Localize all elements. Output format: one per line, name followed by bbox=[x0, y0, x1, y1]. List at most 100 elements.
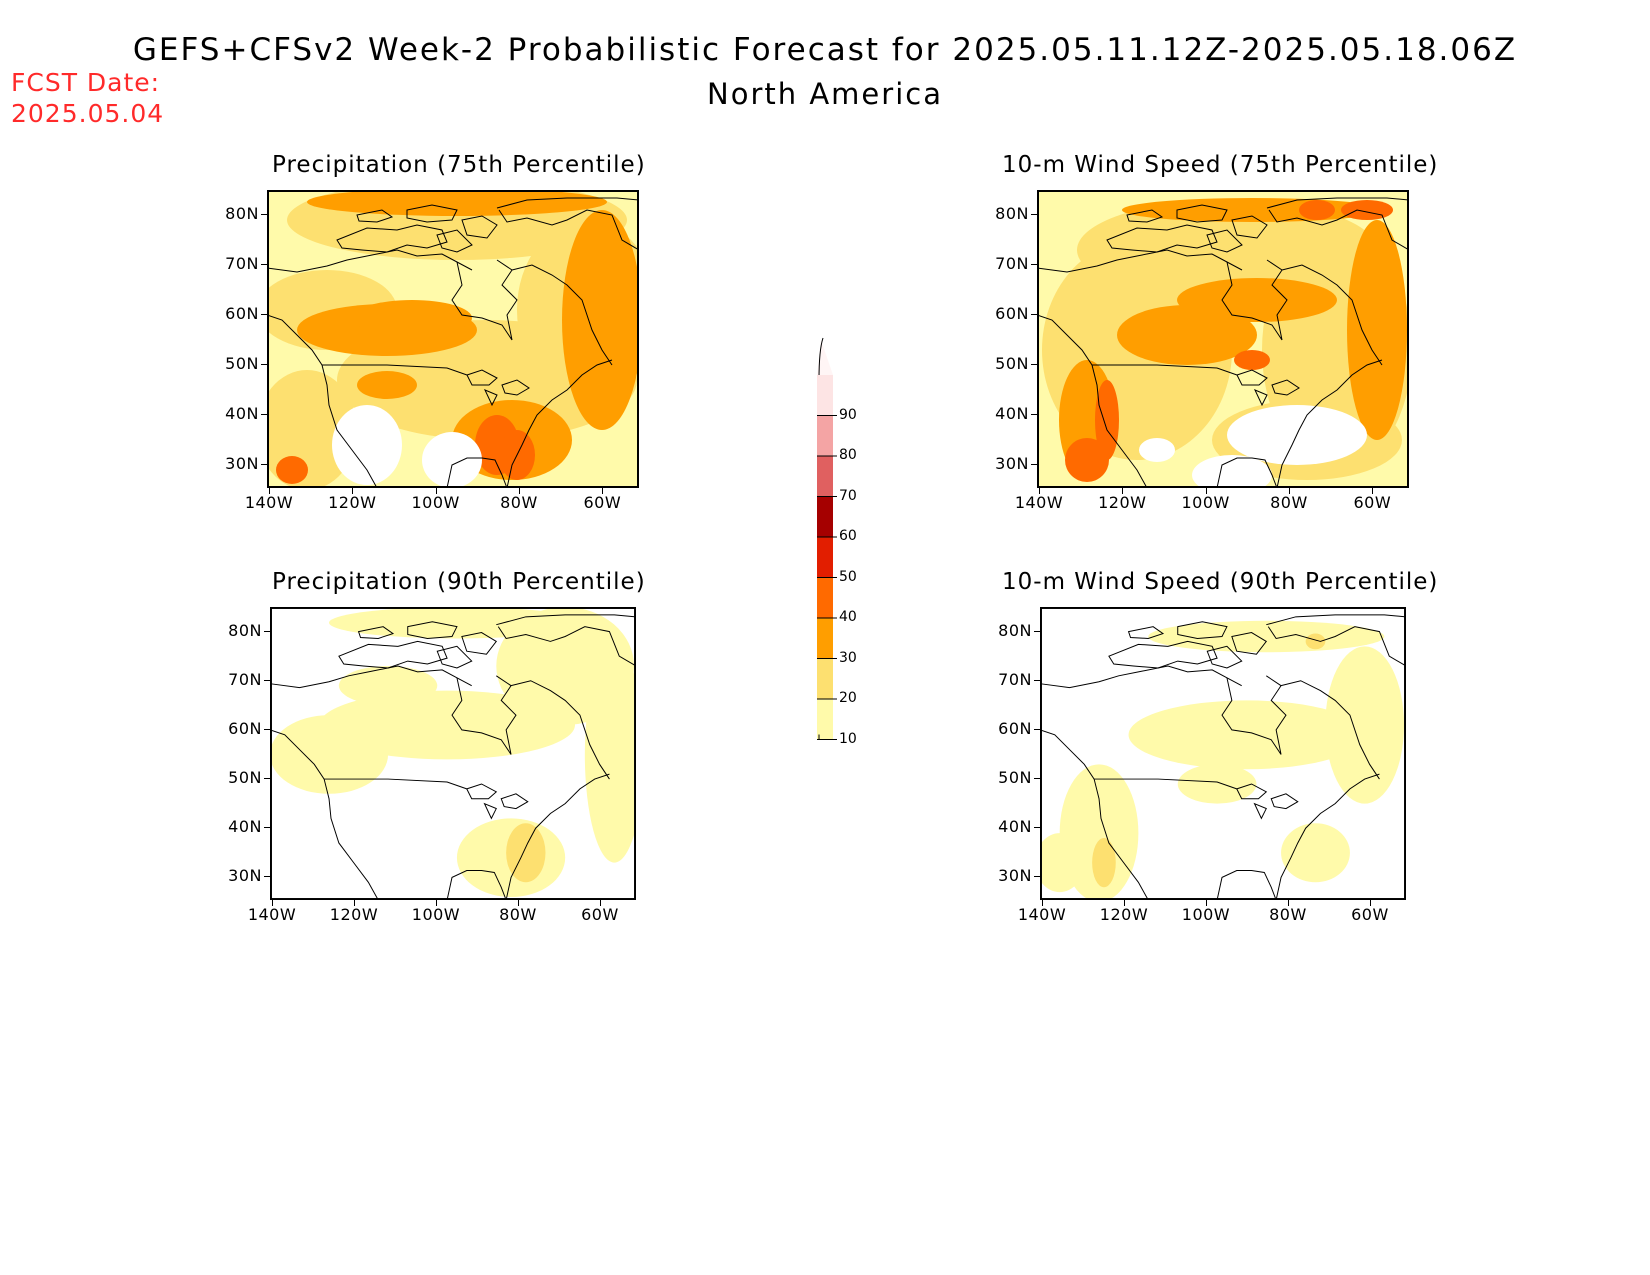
lat-label: 40N bbox=[225, 404, 259, 423]
lon-label: 100W bbox=[411, 905, 461, 924]
colorbar-label: 80 bbox=[839, 447, 857, 463]
lat-tick bbox=[261, 464, 267, 465]
lat-tick bbox=[261, 264, 267, 265]
colorbar-swatch bbox=[817, 699, 833, 740]
lon-label: 120W bbox=[329, 905, 379, 924]
lat-label: 30N bbox=[228, 866, 262, 885]
colorbar-label: 40 bbox=[839, 609, 857, 625]
lat-label: 70N bbox=[228, 670, 262, 689]
lon-tick bbox=[1123, 900, 1125, 906]
lat-label: 30N bbox=[998, 866, 1032, 885]
colorbar-swatch bbox=[817, 658, 833, 699]
forecast-date-value: 2025.05.04 bbox=[11, 99, 165, 128]
lat-tick bbox=[264, 827, 270, 828]
lat-label: 30N bbox=[995, 454, 1029, 473]
lon-tick bbox=[1372, 488, 1374, 494]
lat-label: 60N bbox=[228, 719, 262, 738]
lat-tick bbox=[1031, 264, 1037, 265]
colorbar-swatch bbox=[817, 375, 833, 416]
panel-title-precip90: Precipitation (90th Percentile) bbox=[272, 569, 646, 595]
lon-label: 140W bbox=[247, 905, 297, 924]
colorbar-label: 70 bbox=[839, 487, 857, 504]
colorbar-swatch bbox=[817, 537, 833, 578]
lat-tick bbox=[264, 729, 270, 730]
lat-tick bbox=[264, 876, 270, 877]
lon-label: 100W bbox=[411, 493, 460, 512]
lon-label: 80W bbox=[1270, 493, 1308, 512]
map-precip90 bbox=[270, 607, 636, 900]
lon-tick bbox=[353, 900, 355, 906]
lat-label: 70N bbox=[995, 254, 1029, 273]
lat-label: 30N bbox=[225, 454, 259, 473]
lon-tick bbox=[1287, 900, 1289, 906]
lat-tick bbox=[1034, 778, 1040, 779]
lon-tick bbox=[1288, 488, 1290, 494]
lat-tick bbox=[1031, 364, 1037, 365]
colorbar-swatch bbox=[817, 456, 833, 497]
lon-label: 120W bbox=[1099, 905, 1149, 924]
lon-label: 140W bbox=[1017, 905, 1067, 924]
lon-tick bbox=[272, 900, 273, 906]
lon-tick bbox=[517, 900, 519, 906]
probability-colorbar bbox=[817, 337, 837, 740]
colorbar-label: 20 bbox=[839, 690, 857, 706]
colorbar-label: 30 bbox=[839, 649, 857, 666]
lat-tick bbox=[1031, 464, 1037, 465]
lon-tick bbox=[599, 900, 601, 906]
lon-label: 60W bbox=[1351, 905, 1389, 924]
lon-tick bbox=[269, 488, 270, 494]
lat-tick bbox=[264, 680, 270, 681]
forecast-date-label: FCST Date: bbox=[11, 68, 161, 97]
lon-label: 60W bbox=[1353, 493, 1392, 512]
lat-label: 50N bbox=[995, 354, 1029, 373]
lat-label: 40N bbox=[998, 817, 1032, 836]
map-wind75 bbox=[1037, 190, 1409, 488]
colorbar-label: 60 bbox=[839, 528, 857, 544]
colorbar-swatch bbox=[817, 577, 833, 618]
lon-label: 140W bbox=[1014, 493, 1064, 512]
lat-label: 70N bbox=[225, 254, 259, 273]
lon-label: 100W bbox=[1181, 905, 1231, 924]
lon-tick bbox=[1039, 488, 1040, 494]
lat-tick bbox=[1034, 876, 1040, 877]
lon-label: 80W bbox=[500, 493, 538, 512]
colorbar-swatch bbox=[817, 415, 833, 456]
lat-label: 80N bbox=[995, 204, 1029, 223]
lat-tick bbox=[264, 778, 270, 779]
colorbar-label: 10 bbox=[839, 730, 857, 747]
lat-tick bbox=[264, 631, 270, 632]
lat-label: 50N bbox=[228, 768, 262, 787]
lon-label: 80W bbox=[499, 905, 537, 924]
lat-label: 50N bbox=[225, 354, 259, 373]
lon-tick bbox=[435, 488, 437, 494]
lat-label: 40N bbox=[995, 404, 1029, 423]
lat-label: 60N bbox=[995, 304, 1029, 323]
lat-tick bbox=[261, 214, 267, 215]
lon-tick bbox=[352, 488, 354, 494]
lat-tick bbox=[261, 314, 267, 315]
lat-label: 80N bbox=[225, 204, 259, 223]
lon-label: 120W bbox=[1098, 493, 1147, 512]
lon-label: 140W bbox=[244, 493, 294, 512]
colorbar-label: 50 bbox=[839, 568, 857, 585]
lon-label: 60W bbox=[583, 493, 622, 512]
lat-tick bbox=[1034, 827, 1040, 828]
lon-tick bbox=[518, 488, 520, 494]
lon-label: 100W bbox=[1181, 493, 1230, 512]
lat-tick bbox=[1031, 214, 1037, 215]
lat-label: 70N bbox=[998, 670, 1032, 689]
lon-tick bbox=[1205, 900, 1207, 906]
lon-tick bbox=[602, 488, 604, 494]
lon-label: 60W bbox=[581, 905, 619, 924]
map-precip75 bbox=[267, 190, 639, 488]
map-wind90 bbox=[1040, 607, 1406, 900]
lon-tick bbox=[1122, 488, 1124, 494]
lat-label: 80N bbox=[998, 621, 1032, 640]
lat-label: 60N bbox=[998, 719, 1032, 738]
main-title: GEFS+CFSv2 Week-2 Probabilistic Forecast… bbox=[132, 32, 1518, 68]
lat-tick bbox=[1034, 729, 1040, 730]
lat-tick bbox=[1034, 680, 1040, 681]
lon-label: 120W bbox=[328, 493, 377, 512]
lat-label: 50N bbox=[998, 768, 1032, 787]
panel-title-precip75: Precipitation (75th Percentile) bbox=[272, 152, 646, 178]
